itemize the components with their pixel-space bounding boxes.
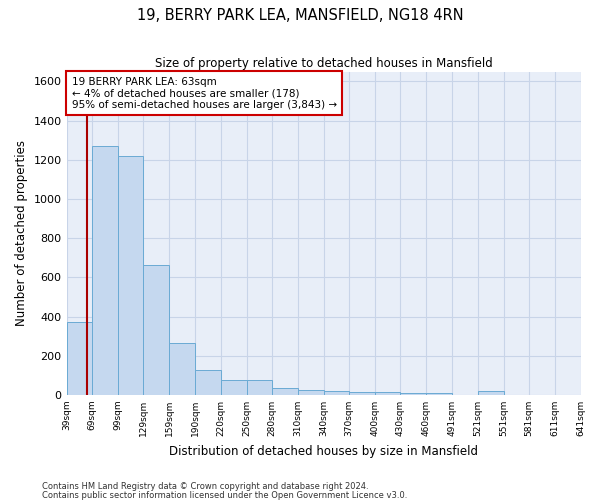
- Bar: [426, 393, 452, 395]
- Text: Contains HM Land Registry data © Crown copyright and database right 2024.: Contains HM Land Registry data © Crown c…: [42, 482, 368, 491]
- Bar: [221, 380, 247, 395]
- Bar: [375, 392, 400, 395]
- Bar: [400, 393, 426, 395]
- Text: Contains public sector information licensed under the Open Government Licence v3: Contains public sector information licen…: [42, 490, 407, 500]
- Bar: [323, 391, 349, 395]
- Bar: [118, 156, 143, 395]
- Bar: [67, 322, 92, 395]
- Bar: [169, 343, 196, 395]
- Bar: [478, 391, 503, 395]
- Y-axis label: Number of detached properties: Number of detached properties: [15, 140, 28, 326]
- Bar: [143, 264, 169, 395]
- Bar: [247, 380, 272, 395]
- Bar: [272, 388, 298, 395]
- Bar: [349, 392, 375, 395]
- Text: 19 BERRY PARK LEA: 63sqm
← 4% of detached houses are smaller (178)
95% of semi-d: 19 BERRY PARK LEA: 63sqm ← 4% of detache…: [71, 76, 337, 110]
- Text: 19, BERRY PARK LEA, MANSFIELD, NG18 4RN: 19, BERRY PARK LEA, MANSFIELD, NG18 4RN: [137, 8, 463, 22]
- Bar: [196, 370, 221, 395]
- Bar: [298, 390, 323, 395]
- Bar: [92, 146, 118, 395]
- X-axis label: Distribution of detached houses by size in Mansfield: Distribution of detached houses by size …: [169, 444, 478, 458]
- Title: Size of property relative to detached houses in Mansfield: Size of property relative to detached ho…: [155, 58, 493, 70]
